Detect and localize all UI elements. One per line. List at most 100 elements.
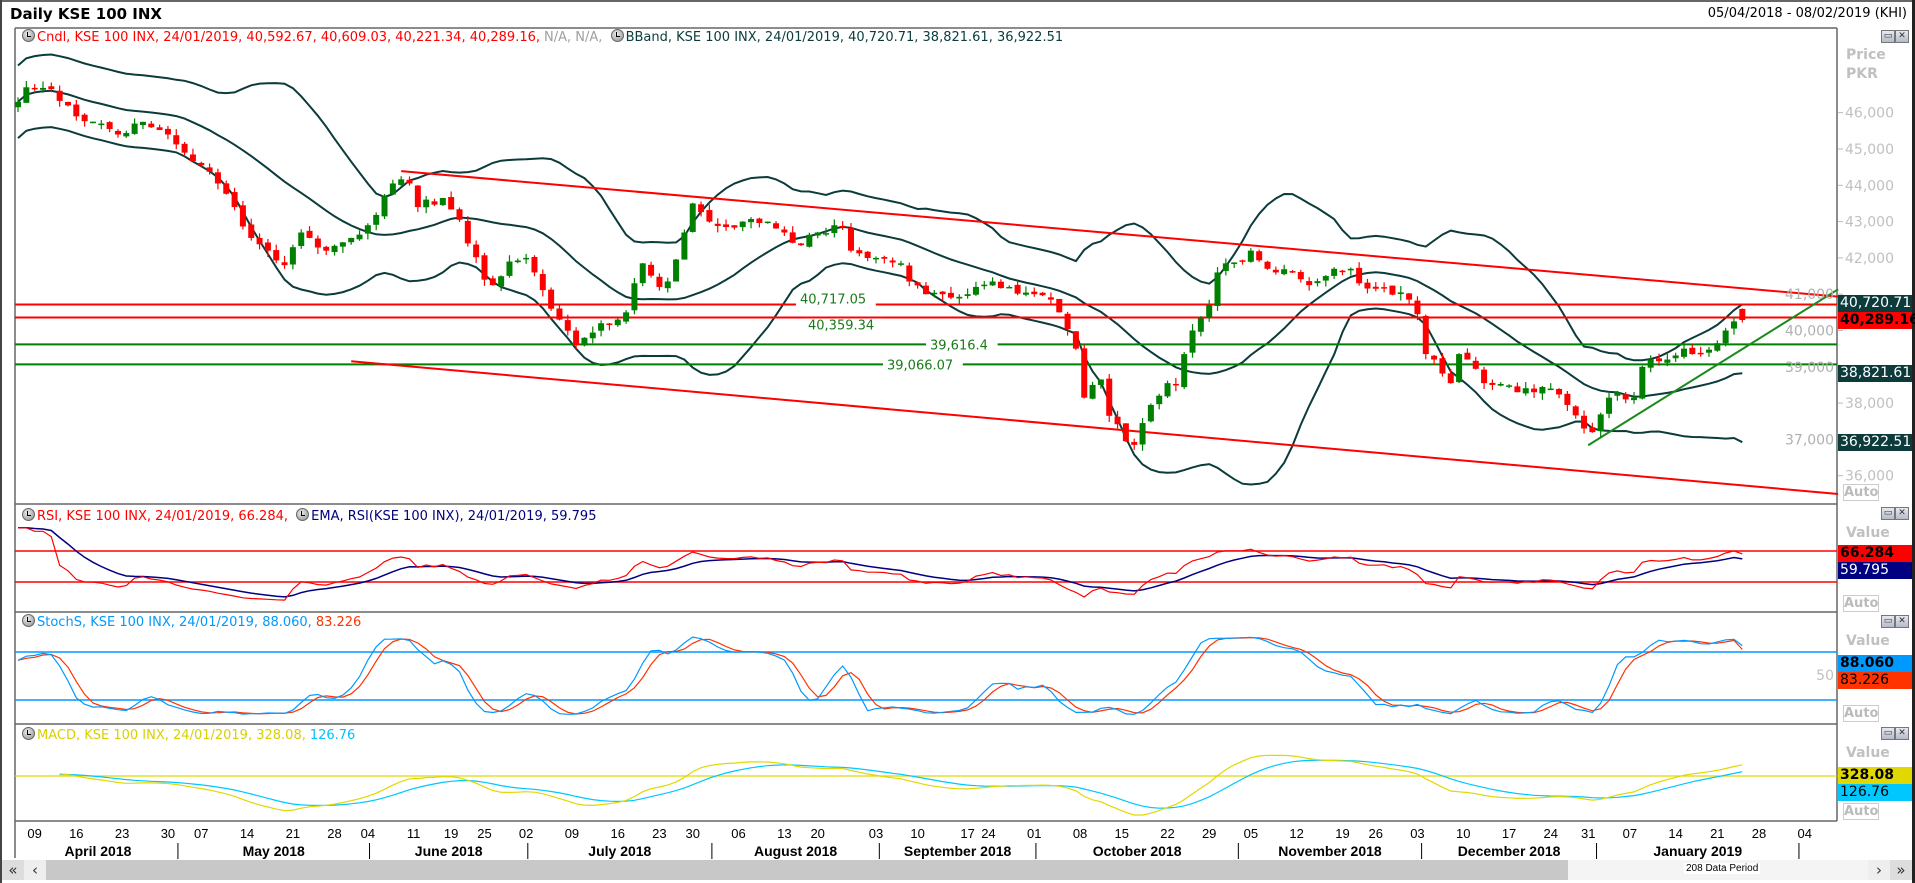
macd-settings-icon[interactable] xyxy=(22,727,35,740)
candle-down xyxy=(922,285,929,295)
candle-down xyxy=(481,255,488,280)
candle-down xyxy=(473,244,480,258)
date-tick-label: 07 xyxy=(194,826,208,841)
candle-down xyxy=(1297,272,1304,280)
candle-down xyxy=(156,127,163,131)
date-tick-label: 28 xyxy=(1752,826,1766,841)
candle-down xyxy=(1556,388,1563,395)
candle-down xyxy=(1581,415,1588,429)
horizontal-line-label-bg xyxy=(926,338,998,353)
price-pane-buttons: ▭ ✕ xyxy=(1881,30,1909,43)
candle-down xyxy=(723,224,730,228)
candle-up xyxy=(1456,354,1463,383)
candle-up xyxy=(1281,269,1288,275)
candle-down xyxy=(564,320,571,331)
date-tick-label: 14 xyxy=(240,826,254,841)
price-auto-scale-button[interactable]: Auto xyxy=(1843,484,1879,501)
candle-up xyxy=(1722,330,1729,344)
restore-pane-icon[interactable]: ▭ xyxy=(1881,727,1895,740)
restore-pane-icon[interactable]: ▭ xyxy=(1881,30,1895,43)
candle-up xyxy=(398,179,405,185)
candle-down xyxy=(789,232,796,243)
scroll-first-button[interactable]: « xyxy=(2,860,24,880)
candle-up xyxy=(1189,330,1196,353)
candle-down xyxy=(81,114,88,122)
scroll-last-button[interactable]: » xyxy=(1890,860,1912,880)
candle-down xyxy=(539,274,546,291)
candle-up xyxy=(581,337,588,346)
month-label: July 2018 xyxy=(588,843,651,859)
stoch-auto-scale-button[interactable]: Auto xyxy=(1843,705,1879,722)
candle-down xyxy=(731,225,738,228)
candle-up xyxy=(331,245,338,253)
candle-legend-text: Cndl, KSE 100 INX, 24/01/2019, 40,592.67… xyxy=(37,30,541,45)
candle-down xyxy=(698,204,705,213)
candle-down xyxy=(856,250,863,254)
candle-down xyxy=(114,130,121,135)
scroll-prev-button[interactable]: ‹ xyxy=(24,860,46,880)
close-pane-icon[interactable]: ✕ xyxy=(1895,30,1909,43)
stoch-d-legend-text: 83.226 xyxy=(315,615,362,630)
rsi-legend: RSI, KSE 100 INX, 24/01/2019, 66.284, EM… xyxy=(22,508,600,524)
candle-down xyxy=(406,179,413,184)
candle-down xyxy=(889,260,896,263)
rsi-settings-icon[interactable] xyxy=(22,508,35,521)
restore-pane-icon[interactable]: ▭ xyxy=(1881,507,1895,520)
month-label: December 2018 xyxy=(1458,843,1561,859)
candle-down xyxy=(1422,315,1429,355)
candle-up xyxy=(764,221,771,224)
time-scrollbar[interactable]: « ‹ 208 Data Period › » xyxy=(2,860,1912,880)
candle-up xyxy=(339,242,346,247)
candle-up xyxy=(1639,366,1646,399)
candle-up xyxy=(806,234,813,247)
stoch-axis-title: Value xyxy=(1846,633,1890,649)
candle-down xyxy=(48,86,55,90)
horizontal-line-label: 39,066.07 xyxy=(887,358,953,373)
candle-down xyxy=(1339,270,1346,273)
candle-up xyxy=(664,281,671,289)
rsi-ema-settings-icon[interactable] xyxy=(296,508,310,521)
scroll-next-button[interactable]: › xyxy=(1868,860,1890,880)
candle-down xyxy=(548,289,555,309)
candle-up xyxy=(1314,281,1321,284)
rsi-legend-text: RSI, KSE 100 INX, 24/01/2019, 66.284, xyxy=(37,509,288,524)
bb-upper-value-box: 40,720.71 xyxy=(1838,295,1912,312)
candle-down xyxy=(906,265,913,282)
candle-up xyxy=(964,294,971,296)
candle-up xyxy=(589,332,596,339)
bband-middle-line xyxy=(17,89,1743,398)
rsi-ema-value-box: 59.795 xyxy=(1838,562,1912,579)
candle-up xyxy=(1089,384,1096,399)
candle-up xyxy=(814,232,821,236)
macd-legend: MACD, KSE 100 INX, 24/01/2019, 328.08, 12… xyxy=(22,727,359,743)
macd-auto-scale-button[interactable]: Auto xyxy=(1843,803,1879,820)
candle-down xyxy=(1447,373,1454,384)
candle-legend-na: N/A, N/A, xyxy=(544,30,603,45)
candle-down xyxy=(273,250,280,261)
close-pane-icon[interactable]: ✕ xyxy=(1895,507,1909,520)
bband-upper-line xyxy=(17,53,1743,362)
candle-up xyxy=(1206,305,1213,319)
macd-value-box: 328.08 xyxy=(1838,767,1912,784)
candle-settings-icon[interactable] xyxy=(22,29,35,42)
close-pane-icon[interactable]: ✕ xyxy=(1895,615,1909,628)
stoch-d-line xyxy=(17,637,1743,715)
price-tick-label: 37,000 xyxy=(1785,432,1834,448)
candle-down xyxy=(164,128,171,135)
candle-up xyxy=(872,257,879,260)
restore-pane-icon[interactable]: ▭ xyxy=(1881,615,1895,628)
candle-down xyxy=(323,246,330,251)
stoch-settings-icon[interactable] xyxy=(22,614,35,627)
price-tick-label: 43,000 xyxy=(1845,215,1894,231)
rsi-auto-scale-button[interactable]: Auto xyxy=(1843,595,1879,612)
candle-down xyxy=(239,205,246,227)
candle-up xyxy=(139,121,146,126)
close-pane-icon[interactable]: ✕ xyxy=(1895,727,1909,740)
candle-up xyxy=(1347,268,1354,271)
bband-settings-icon[interactable] xyxy=(610,29,624,42)
candle-up xyxy=(1322,276,1329,281)
macd-signal-value-box: 126.76 xyxy=(1838,784,1912,801)
candle-down xyxy=(1289,271,1296,273)
candle-up xyxy=(389,183,396,195)
